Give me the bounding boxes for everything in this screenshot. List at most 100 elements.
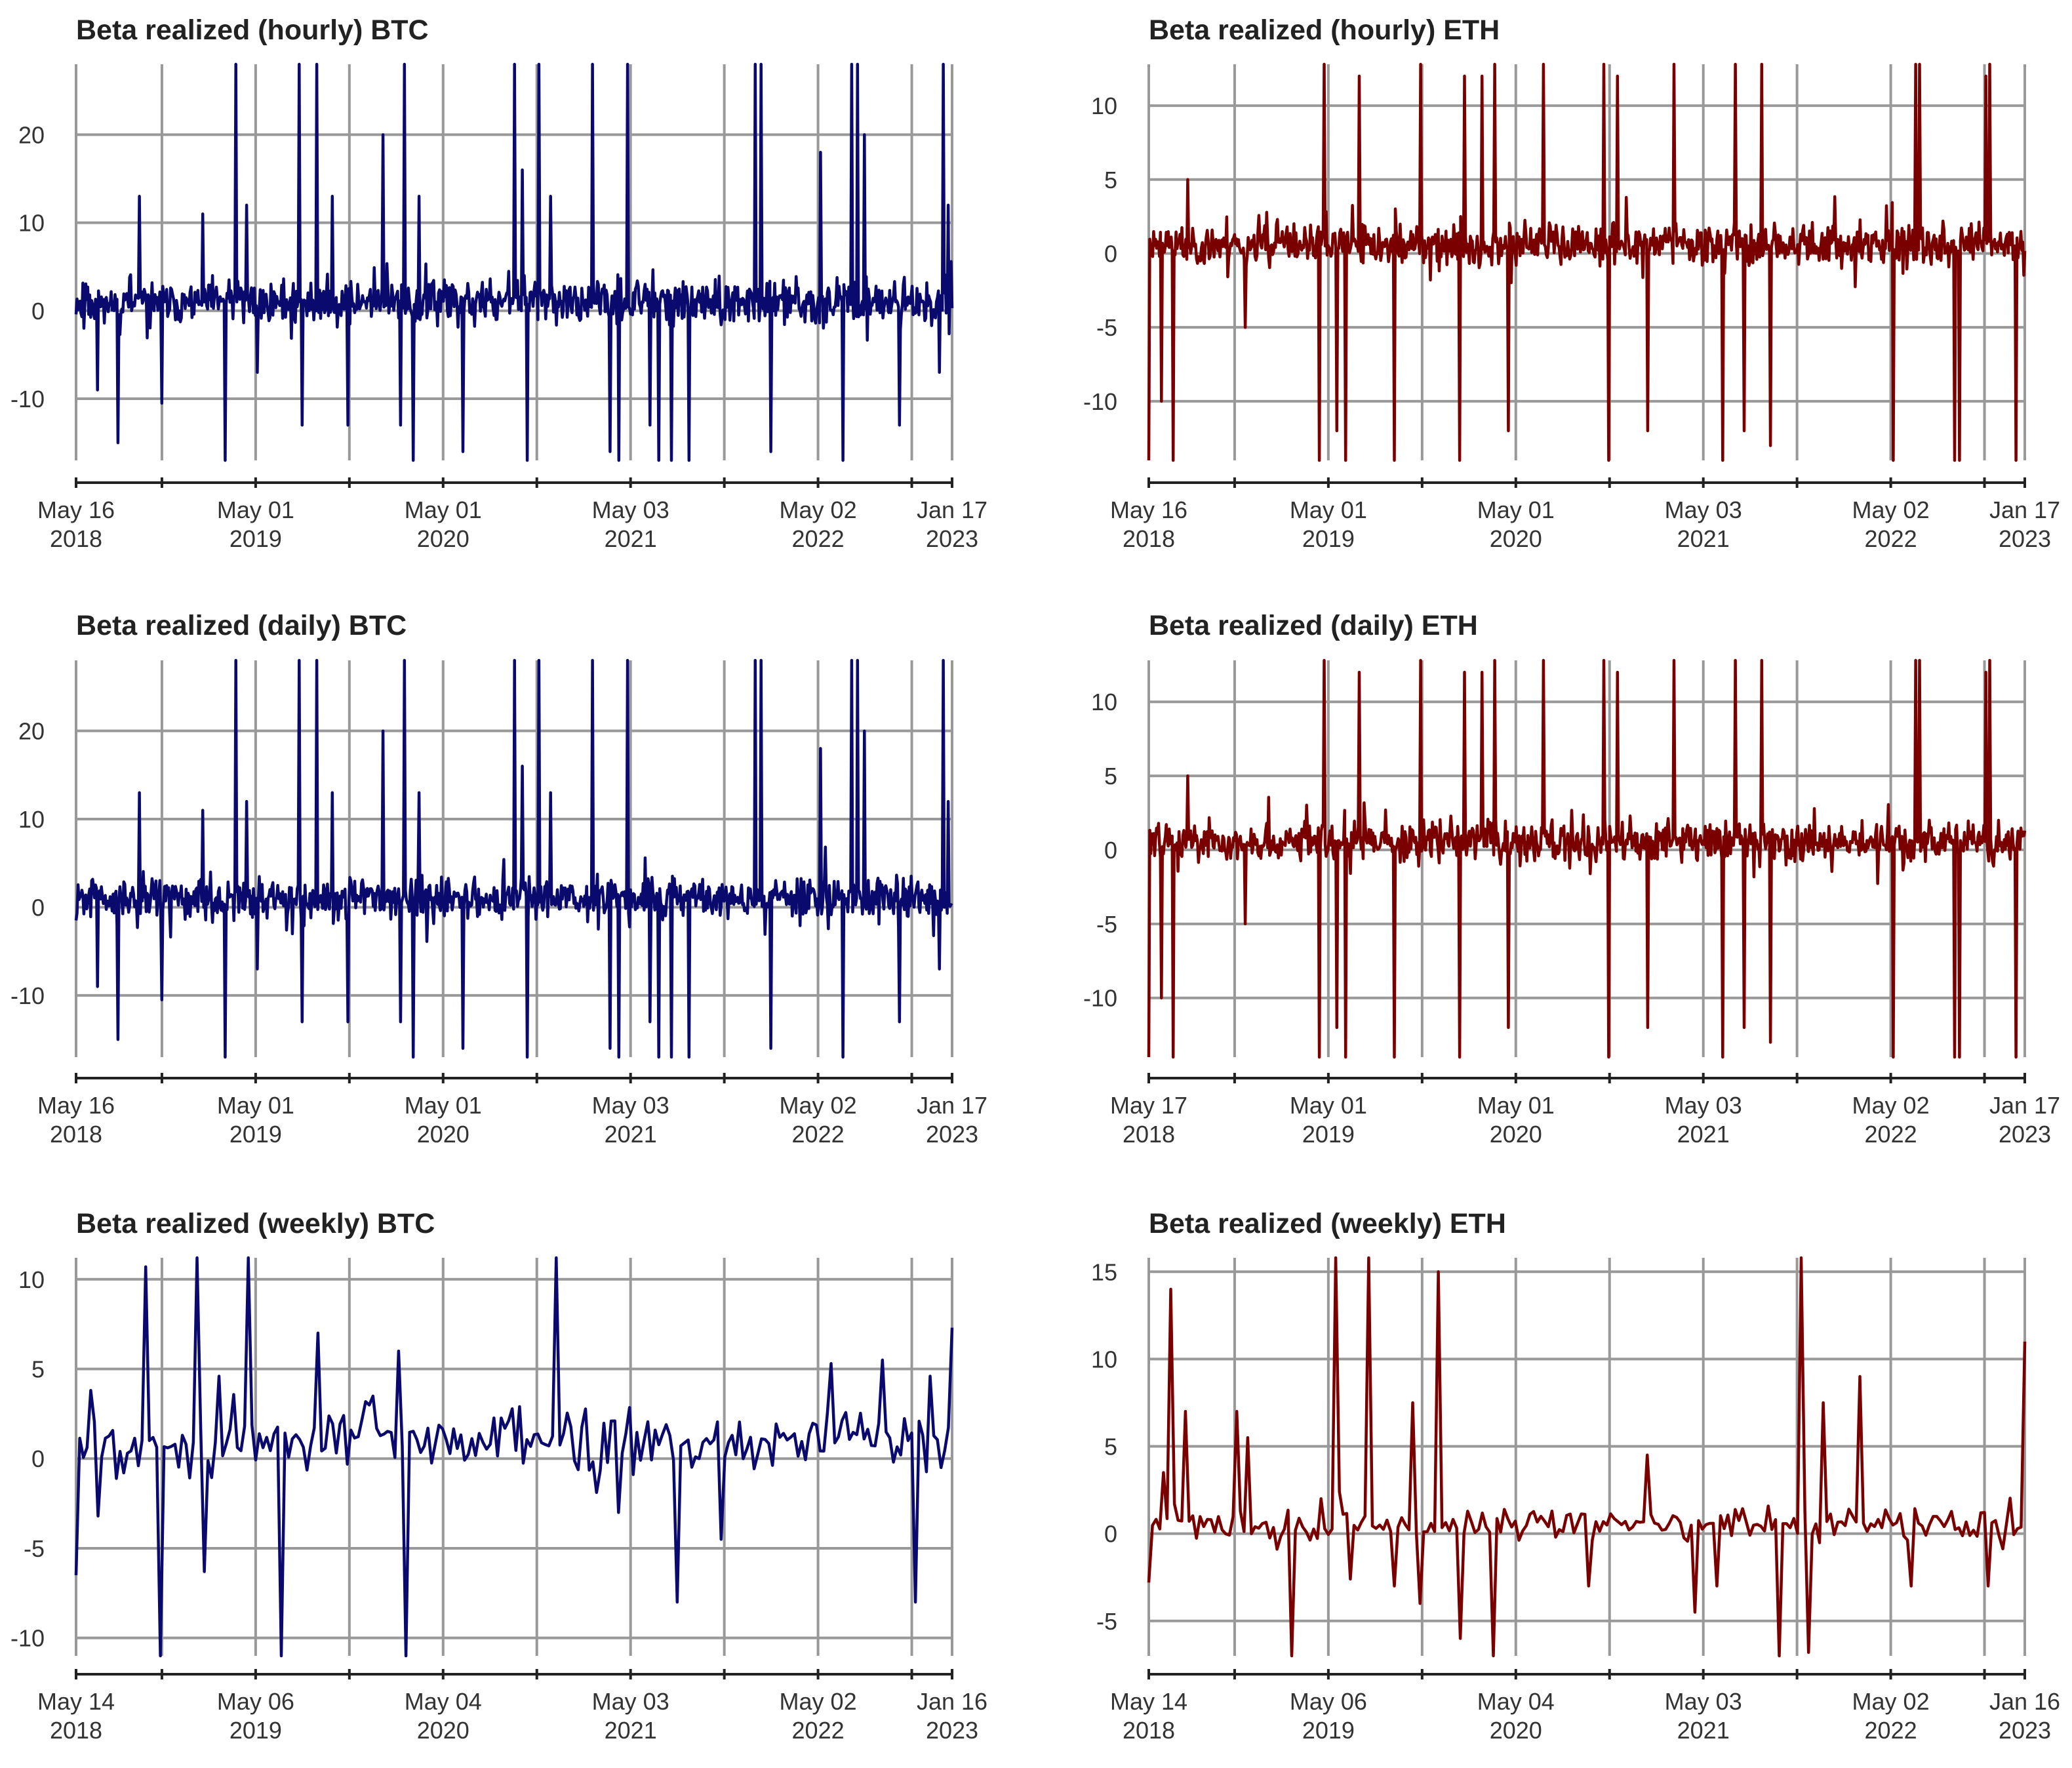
x-tick-label: May 06 xyxy=(1290,1688,1367,1715)
y-tick-label: 10 xyxy=(1091,92,1117,119)
x-tick-label: 2019 xyxy=(229,525,282,552)
x-tick-label: 2021 xyxy=(1677,1717,1730,1744)
x-tick-label: 2018 xyxy=(50,1717,102,1744)
x-tick-label: 2022 xyxy=(1865,525,1917,552)
x-tick-label: May 14 xyxy=(1110,1688,1187,1715)
x-tick-label: 2022 xyxy=(792,525,845,552)
x-tick-label: 2023 xyxy=(926,1717,978,1744)
x-tick-label: May 01 xyxy=(1477,496,1555,523)
y-tick-label: 5 xyxy=(31,1356,45,1383)
x-tick-label: Jan 17 xyxy=(1989,496,2060,523)
y-tick-label: 10 xyxy=(1091,1346,1117,1373)
x-tick-label: May 02 xyxy=(1852,1688,1930,1715)
x-tick-label: May 01 xyxy=(217,1092,294,1119)
x-tick-label: 2021 xyxy=(1677,1121,1730,1148)
x-tick-label: May 14 xyxy=(37,1688,115,1715)
y-tick-label: 10 xyxy=(18,806,45,833)
chart-title: Beta realized (weekly) BTC xyxy=(76,1208,435,1239)
y-tick-label: 0 xyxy=(1104,240,1117,267)
x-tick-label: 2020 xyxy=(1490,525,1542,552)
x-tick-label: 2019 xyxy=(1302,1717,1355,1744)
x-tick-label: 2018 xyxy=(50,1121,102,1148)
x-tick-label: 2023 xyxy=(1999,1121,2051,1148)
y-tick-label: 0 xyxy=(1104,1521,1117,1548)
x-tick-label: May 17 xyxy=(1110,1092,1187,1119)
x-tick-label: 2021 xyxy=(605,525,657,552)
x-tick-label: May 03 xyxy=(592,1688,669,1715)
x-tick-label: May 16 xyxy=(37,1092,115,1119)
x-tick-label: 2021 xyxy=(605,1717,657,1744)
x-tick-label: 2022 xyxy=(792,1717,845,1744)
x-tick-label: 2019 xyxy=(229,1717,282,1744)
y-tick-label: -5 xyxy=(24,1535,45,1562)
x-tick-label: 2019 xyxy=(1302,525,1355,552)
x-tick-label: 2023 xyxy=(1999,525,2051,552)
x-tick-label: May 01 xyxy=(1290,496,1367,523)
x-tick-label: 2020 xyxy=(417,1121,469,1148)
x-tick-label: 2021 xyxy=(1677,525,1730,552)
x-tick-label: 2018 xyxy=(1123,525,1175,552)
y-tick-label: 0 xyxy=(1104,837,1117,864)
x-tick-label: 2022 xyxy=(1865,1121,1917,1148)
y-tick-label: 0 xyxy=(31,1445,45,1472)
y-tick-label: 5 xyxy=(1104,167,1117,193)
series-line xyxy=(74,1256,954,1658)
series-line xyxy=(1147,1256,2027,1658)
x-tick-label: 2023 xyxy=(926,525,978,552)
x-tick-label: Jan 16 xyxy=(917,1688,987,1715)
chart-title: Beta realized (hourly) BTC xyxy=(76,14,429,46)
chart-title: Beta realized (weekly) ETH xyxy=(1149,1208,1506,1239)
x-tick-label: May 03 xyxy=(592,496,669,523)
y-tick-label: -10 xyxy=(1083,388,1117,415)
y-tick-label: 10 xyxy=(1091,689,1117,715)
x-tick-label: May 06 xyxy=(217,1688,294,1715)
x-tick-label: 2019 xyxy=(229,1121,282,1148)
x-tick-label: May 02 xyxy=(1852,1092,1930,1119)
y-tick-label: -10 xyxy=(10,386,45,412)
y-tick-label: -5 xyxy=(1096,1608,1117,1635)
y-tick-label: 10 xyxy=(18,1266,45,1293)
y-tick-label: -5 xyxy=(1096,911,1117,938)
chart-panel-weekly-btc: Beta realized (weekly) BTC -10 -5 0 5 10 May 1… xyxy=(10,1208,987,1744)
x-tick-label: Jan 16 xyxy=(1989,1688,2060,1715)
chart-title: Beta realized (daily) BTC xyxy=(76,610,407,641)
x-tick-label: 2018 xyxy=(1123,1121,1175,1148)
x-tick-label: 2020 xyxy=(417,1717,469,1744)
x-tick-label: May 02 xyxy=(780,1092,857,1119)
chart-panel-daily-eth: Beta realized (daily) ETH -10 -5 0 5 10 May 17… xyxy=(1083,610,2060,1148)
y-tick-label: 0 xyxy=(31,894,45,921)
x-tick-label: May 01 xyxy=(1290,1092,1367,1119)
x-tick-label: May 01 xyxy=(405,496,482,523)
x-tick-label: May 02 xyxy=(780,1688,857,1715)
x-tick-label: May 01 xyxy=(405,1092,482,1119)
chart-title: Beta realized (daily) ETH xyxy=(1149,610,1478,641)
chart-panel-hourly-btc: Beta realized (hourly) BTC -10 0 10 20 May 16… xyxy=(10,14,987,552)
x-tick-label: May 03 xyxy=(1665,496,1742,523)
x-tick-label: 2022 xyxy=(1865,1717,1917,1744)
y-tick-label: 0 xyxy=(31,298,45,325)
x-tick-label: May 04 xyxy=(1477,1688,1555,1715)
x-tick-label: Jan 17 xyxy=(1989,1092,2060,1119)
y-tick-label: -10 xyxy=(1083,985,1117,1012)
y-tick-label: 5 xyxy=(1104,1434,1117,1460)
y-tick-label: 15 xyxy=(1091,1258,1117,1285)
chart-panel-hourly-eth: Beta realized (hourly) ETH -10 -5 0 5 10 May 1… xyxy=(1083,14,2060,552)
series-line xyxy=(1147,658,2027,1059)
x-tick-label: Jan 17 xyxy=(917,1092,987,1119)
x-tick-label: May 16 xyxy=(1110,496,1187,523)
y-tick-label: 5 xyxy=(1104,763,1117,790)
x-tick-label: 2020 xyxy=(417,525,469,552)
series-line xyxy=(1147,62,2027,462)
x-tick-label: May 02 xyxy=(1852,496,1930,523)
series-line xyxy=(74,658,953,1059)
x-tick-label: May 01 xyxy=(217,496,294,523)
x-tick-label: 2020 xyxy=(1490,1121,1542,1148)
y-tick-label: -10 xyxy=(10,982,45,1009)
y-tick-label: 10 xyxy=(18,210,45,237)
x-tick-label: May 16 xyxy=(37,496,115,523)
series-line xyxy=(74,62,954,462)
y-tick-label: 20 xyxy=(18,718,45,745)
x-tick-label: 2021 xyxy=(605,1121,657,1148)
